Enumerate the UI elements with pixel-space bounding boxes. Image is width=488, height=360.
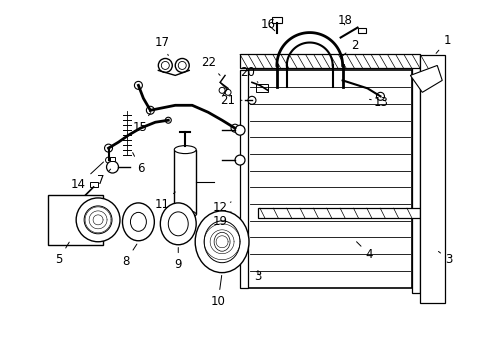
Text: 22: 22 [200,56,220,75]
Bar [48,195,103,245]
Circle shape [178,62,186,69]
Circle shape [376,92,384,100]
Ellipse shape [122,203,154,241]
Bar [109,157,115,161]
Bar [357,28,365,32]
Text: 12: 12 [212,201,230,215]
Circle shape [175,58,189,72]
Circle shape [224,89,230,95]
Text: 11: 11 [155,192,175,211]
Text: 6: 6 [132,153,144,175]
Ellipse shape [214,232,229,251]
Bar [174,150,196,214]
Text: 20: 20 [240,66,258,82]
Text: 14: 14 [71,162,103,192]
Text: 5: 5 [55,242,69,266]
Text: 4: 4 [356,242,372,261]
Text: 8: 8 [122,244,137,268]
Circle shape [230,124,239,132]
Text: 1: 1 [435,34,450,53]
Circle shape [84,206,112,234]
Bar [271,17,281,23]
Text: 13: 13 [369,96,388,109]
Ellipse shape [195,211,248,273]
Polygon shape [409,66,441,92]
Text: 15: 15 [133,113,150,134]
Circle shape [161,62,169,69]
Text: 17: 17 [155,36,169,55]
Ellipse shape [174,210,196,219]
Circle shape [235,155,244,165]
Bar [240,71,247,288]
Circle shape [76,198,120,242]
Text: 3: 3 [254,270,261,283]
Text: 18: 18 [337,14,351,27]
Text: 10: 10 [210,275,225,308]
Circle shape [104,144,112,152]
Ellipse shape [160,203,196,245]
Circle shape [165,117,171,123]
Text: 9: 9 [174,248,182,271]
Bar [240,54,420,68]
Text: 21: 21 [220,94,242,107]
Ellipse shape [168,212,188,236]
Circle shape [247,96,255,104]
Bar [247,71,411,288]
Text: 7: 7 [97,169,110,186]
Text: 3: 3 [438,251,452,266]
Bar [89,182,98,187]
Text: 16: 16 [260,18,275,31]
Circle shape [105,157,111,163]
Text: 19: 19 [212,212,230,228]
Circle shape [134,81,142,89]
Ellipse shape [203,221,240,263]
Bar [420,55,444,302]
Text: 2: 2 [341,39,358,57]
Bar [411,66,420,293]
Bar [255,84,267,92]
Circle shape [219,87,224,93]
Circle shape [106,161,118,173]
Circle shape [158,58,172,72]
Circle shape [146,106,154,114]
Circle shape [235,125,244,135]
Bar [258,208,420,218]
Ellipse shape [174,146,196,154]
Ellipse shape [130,212,146,231]
